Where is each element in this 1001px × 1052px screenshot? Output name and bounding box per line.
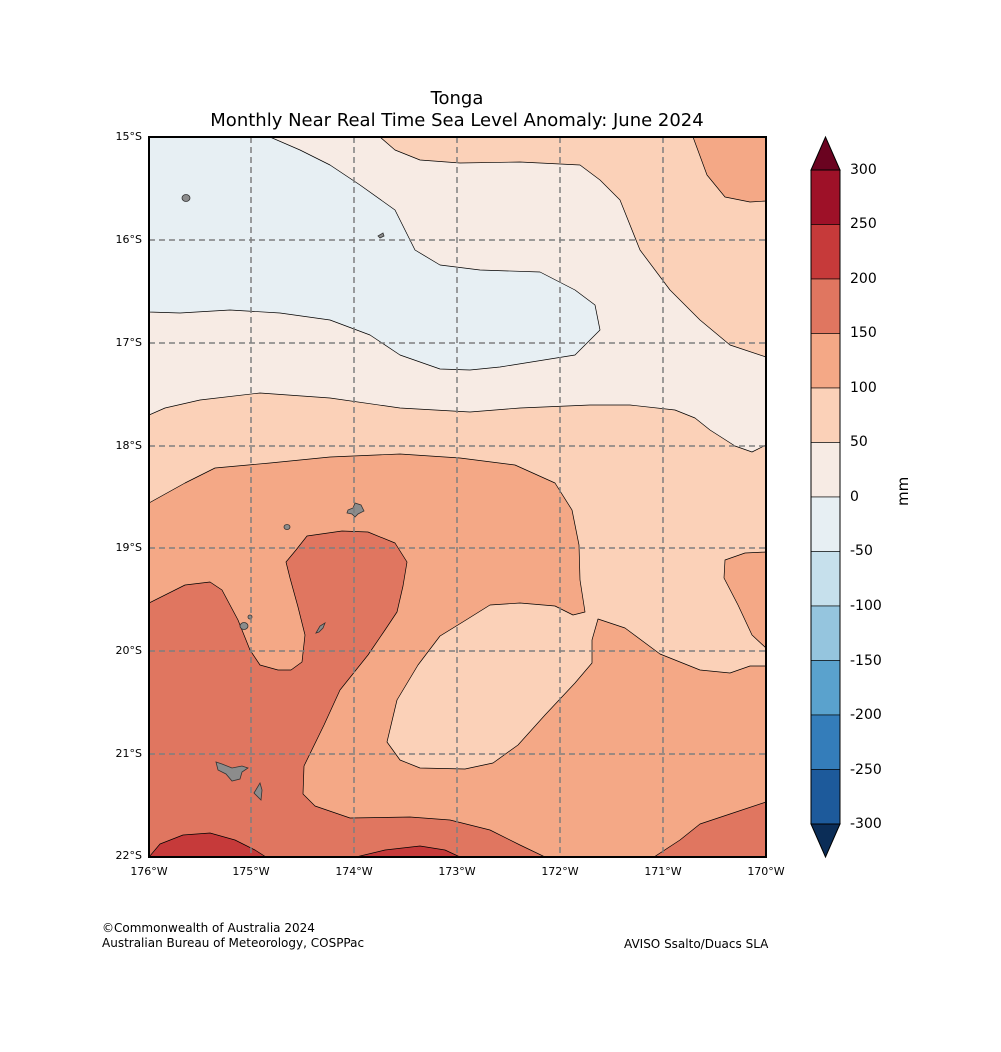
colorbar-unit-label: mm xyxy=(894,476,912,506)
colorbar-tick-label: 200 xyxy=(850,271,877,287)
colorbar-segment xyxy=(810,169,841,225)
contour-200-250-sw xyxy=(149,832,267,857)
colorbar-segment xyxy=(810,278,841,334)
colorbar-segment xyxy=(810,224,841,280)
colorbar-segment xyxy=(810,442,841,498)
colorbar-tick-label: 250 xyxy=(850,216,877,232)
lon-label: 173°W xyxy=(438,865,476,878)
lat-label: 19°S xyxy=(115,541,142,554)
lon-label: 174°W xyxy=(335,865,373,878)
colorbar-segment xyxy=(810,496,841,552)
colorbar-tick-label: -50 xyxy=(850,543,873,559)
colorbar-segment xyxy=(810,714,841,770)
contour-200-250-s xyxy=(355,845,461,857)
lon-label: 176°W xyxy=(130,865,168,878)
copyright-line: ©Commonwealth of Australia 2024 xyxy=(102,921,315,935)
colorbar-tick-label: -150 xyxy=(850,653,882,669)
map-title: Tonga xyxy=(430,88,484,109)
island xyxy=(377,232,385,239)
island xyxy=(239,622,249,630)
lat-label: 20°S xyxy=(115,644,142,657)
lat-label: 17°S xyxy=(115,336,142,349)
lon-label: 175°W xyxy=(232,865,270,878)
colorbar xyxy=(810,135,841,859)
colorbar-under-arrow xyxy=(810,823,841,859)
lon-label: 172°W xyxy=(541,865,579,878)
colorbar-tick-label: -200 xyxy=(850,707,882,723)
contour-150-200-se xyxy=(653,801,766,857)
colorbar-segment xyxy=(810,387,841,443)
lat-label: 16°S xyxy=(115,233,142,246)
contour-neg50-0 xyxy=(149,137,601,371)
colorbar-tick-label: -300 xyxy=(850,816,882,832)
colorbar-segment xyxy=(810,769,841,825)
credit-line: Australian Bureau of Meteorology, COSPPa… xyxy=(102,936,365,950)
colorbar-segment xyxy=(810,605,841,661)
island xyxy=(215,761,249,782)
colorbar-segment xyxy=(810,551,841,607)
island xyxy=(253,782,263,801)
colorbar-tick-label: 150 xyxy=(850,325,877,341)
lat-label: 18°S xyxy=(115,439,142,452)
island xyxy=(181,194,191,202)
lat-label: 22°S xyxy=(115,849,142,862)
lon-label: 171°W xyxy=(644,865,682,878)
colorbar-tick-label: 100 xyxy=(850,380,877,396)
island xyxy=(315,622,326,634)
colorbar-over-arrow xyxy=(810,135,841,171)
colorbar-frame xyxy=(810,169,841,825)
colorbar-tick-label: 50 xyxy=(850,434,868,450)
lat-label: 15°S xyxy=(115,130,142,143)
island xyxy=(283,524,291,530)
contour-150-200-west xyxy=(149,530,546,857)
colorbar-tick-label: -100 xyxy=(850,598,882,614)
lon-label: 170°W xyxy=(747,865,785,878)
data-source: AVISO Ssalto/Duacs SLA xyxy=(624,937,769,951)
map-subtitle: Monthly Near Real Time Sea Level Anomaly… xyxy=(210,110,704,131)
colorbar-segment xyxy=(810,660,841,716)
colorbar-tick-label: 300 xyxy=(850,162,877,178)
lat-label: 21°S xyxy=(115,747,142,760)
contour-100-150-east xyxy=(723,551,766,649)
map-frame xyxy=(148,136,767,858)
colorbar-segment xyxy=(810,333,841,389)
colorbar-tick-label: -250 xyxy=(850,762,882,778)
island xyxy=(346,502,365,518)
contour-100-150-ne xyxy=(692,137,766,203)
colorbar-tick-label: 0 xyxy=(850,489,859,505)
